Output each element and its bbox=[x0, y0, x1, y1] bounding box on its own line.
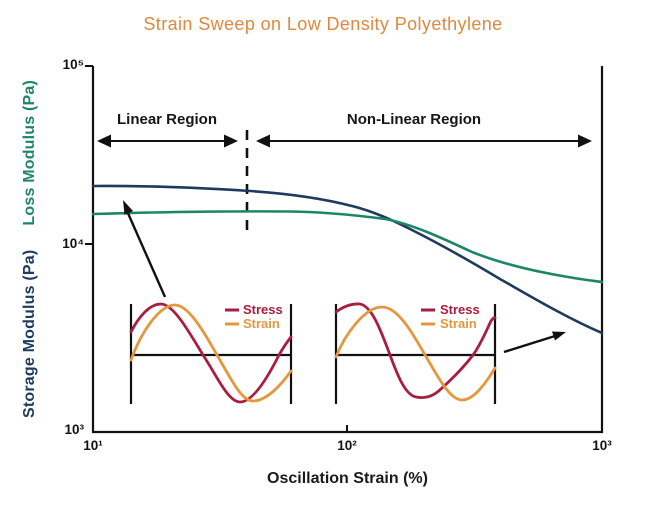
inset-nonlinear-strain-wave bbox=[334, 305, 497, 402]
chart-title: Strain Sweep on Low Density Polyethylene bbox=[143, 14, 503, 34]
linear-region-arrowhead-right bbox=[224, 134, 238, 148]
inset-linear-stress-wave bbox=[129, 302, 293, 404]
inset-nonlinear-stress-wave bbox=[334, 302, 497, 399]
inset-linear-legend-stress-label: Stress bbox=[243, 302, 283, 317]
nonlinear-inset-callout-arrow bbox=[503, 331, 566, 354]
storage-modulus-curve bbox=[91, 184, 604, 335]
inset-nonlinear-waveform bbox=[334, 302, 497, 404]
x-tick-1e3: 10³ bbox=[592, 438, 612, 453]
linear-region-arrow bbox=[97, 134, 238, 148]
y-tick-1e4: 10⁴ bbox=[62, 236, 84, 251]
nonlinear-region-arrow bbox=[256, 134, 592, 148]
linear-inset-callout-line bbox=[125, 210, 167, 298]
inset-linear-legend-strain-label: Strain bbox=[243, 316, 280, 331]
linear-inset-callout-arrow bbox=[123, 200, 167, 298]
plot-frame bbox=[91, 66, 604, 434]
linear-inset-callout-arrowhead bbox=[123, 200, 133, 215]
y-tick-1e3: 10³ bbox=[64, 422, 84, 437]
nonlinear-region-arrowhead-left bbox=[256, 134, 270, 148]
x-tick-1e1: 10¹ bbox=[83, 438, 103, 453]
nonlinear-region-arrowhead-right bbox=[578, 134, 592, 148]
loss-modulus-curve bbox=[91, 210, 604, 284]
linear-region-arrowhead-left bbox=[97, 134, 111, 148]
nonlinear-inset-callout-arrowhead bbox=[552, 331, 566, 341]
inset-nonlinear-legend-stress-label: Stress bbox=[440, 302, 480, 317]
nonlinear-region-label: Non-Linear Region bbox=[346, 111, 482, 128]
linear-region-label: Linear Region bbox=[116, 111, 217, 128]
inset-linear-waveform bbox=[129, 302, 293, 404]
inset-linear-strain-wave bbox=[129, 303, 293, 403]
x-tick-1e2: 10² bbox=[337, 438, 357, 453]
inset-nonlinear-legend-strain-label: Strain bbox=[440, 316, 477, 331]
y-tick-1e5: 10⁵ bbox=[62, 57, 84, 72]
x-axis-title: Oscillation Strain (%) bbox=[267, 470, 428, 487]
nonlinear-inset-callout-line bbox=[503, 334, 556, 354]
